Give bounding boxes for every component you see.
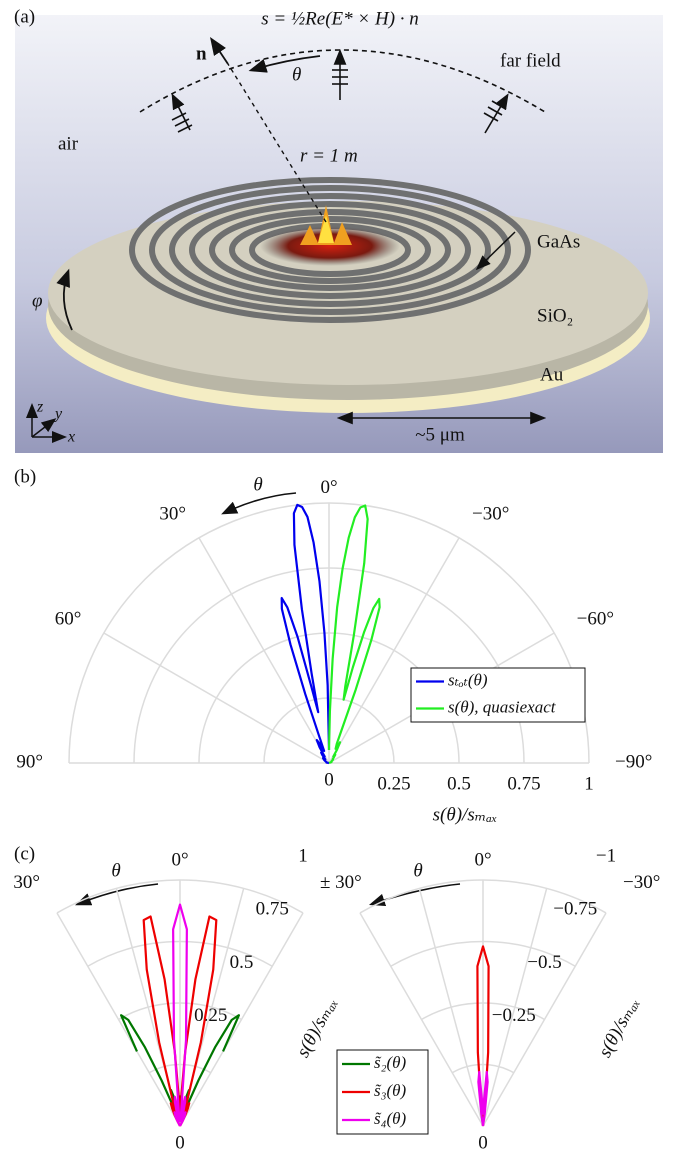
theta-annotation: θ xyxy=(111,860,120,881)
theta-tick-label: 60° xyxy=(55,608,82,629)
r-tick-label: 0 xyxy=(478,1132,488,1153)
air-label: air xyxy=(58,133,79,154)
grid-spoke xyxy=(329,538,459,763)
legend-label: s̃₃(θ) xyxy=(374,1081,407,1100)
legend-label: s̃₂(θ) xyxy=(374,1053,407,1072)
theta-tick-label: −30° xyxy=(623,872,660,893)
theta-annotation: θ xyxy=(413,860,422,881)
theta-arrow xyxy=(224,493,296,513)
au-label: Au xyxy=(540,364,564,385)
gaas-label: GaAs xyxy=(537,231,580,252)
figure: (a) s = ½Re(E* × H) · n n θ far field ai… xyxy=(0,0,682,1153)
phi-label: φ xyxy=(32,290,43,311)
r-tick-label: 1 xyxy=(584,773,594,794)
panel-label: (c) xyxy=(14,843,35,864)
grid-spoke xyxy=(419,888,483,1126)
theta-annotation: θ xyxy=(253,474,262,495)
r-tick-label: 0.75 xyxy=(256,899,289,920)
polar-chart: 90° 60° 30° 0° −30° −60° −90° 0 0.25 0.5 0.75 1 (b) θ… xyxy=(14,466,652,825)
grid-spoke xyxy=(57,913,180,1126)
r-tick-label: 0.25 xyxy=(194,1005,227,1026)
theta-tick-label: 30° xyxy=(159,504,186,525)
axis-label: s(θ)/sₘₐₓ xyxy=(433,804,498,825)
axis-x-label: x xyxy=(67,429,75,446)
normal-label: n xyxy=(196,43,207,64)
r-tick-label: 0.5 xyxy=(447,773,471,794)
legend-label: sₜₒₜ(θ) xyxy=(448,670,488,689)
grid-spoke xyxy=(104,633,329,763)
panel-a: (a) s = ½Re(E* × H) · n n θ far field ai… xyxy=(14,6,663,453)
theta-tick-label: 30° xyxy=(13,872,40,893)
theta-tick-label: 0° xyxy=(474,850,491,871)
sio2-label: SiO₂ xyxy=(537,305,573,326)
axis-y-label: y xyxy=(53,406,63,423)
series-curve xyxy=(329,506,380,763)
theta-tick-label: 90° xyxy=(16,751,43,772)
series-curve xyxy=(282,505,329,763)
r-tick-label: 0 xyxy=(324,769,334,790)
theta-tick-label: 0° xyxy=(320,477,337,498)
polar-chart: 30° 0° ± 30° 0 0.25 0.5 0.75 1 (c) θ s(θ)/sₘₐₓ s̃₂(… xyxy=(13,843,428,1153)
legend-label: s(θ), quasiexact xyxy=(448,697,557,716)
axis-label: s(θ)/sₘₐₓ xyxy=(595,994,644,1061)
far-field-label: far field xyxy=(500,50,561,71)
theta-tick-label: −30° xyxy=(472,504,509,525)
theta-tick-label: −60° xyxy=(577,608,614,629)
theta-label: θ xyxy=(292,64,301,85)
r-tick-label: −1 xyxy=(596,845,616,866)
page: {"panel_a": {"label": "(a)", "formula": … xyxy=(0,0,682,1153)
axis-label: s(θ)/sₘₐₓ xyxy=(293,994,342,1061)
r-tick-label: 0.75 xyxy=(507,773,540,794)
legend-label: s̃₄(θ) xyxy=(374,1109,407,1128)
r-tick-label: 0 xyxy=(175,1132,185,1153)
r-tick-label: −0.75 xyxy=(553,899,597,920)
theta-tick-label: 0° xyxy=(171,850,188,871)
r-tick-label: 0.25 xyxy=(377,773,410,794)
theta-tick-label: ± 30° xyxy=(320,872,362,893)
axis-z-label: z xyxy=(36,399,44,416)
radius-label: r = 1 m xyxy=(300,145,358,166)
r-tick-label: −0.5 xyxy=(527,952,561,973)
grid-spoke xyxy=(199,538,329,763)
r-tick-label: 0.5 xyxy=(230,952,254,973)
r-tick-label: −0.25 xyxy=(492,1005,536,1026)
scale-label: ~5 μm xyxy=(415,424,465,445)
formula: s = ½Re(E* × H) · n xyxy=(261,8,419,29)
theta-tick-label: −90° xyxy=(615,751,652,772)
r-tick-label: 1 xyxy=(298,845,308,866)
panel-label: (b) xyxy=(14,466,36,487)
panel-label: (a) xyxy=(14,6,35,27)
